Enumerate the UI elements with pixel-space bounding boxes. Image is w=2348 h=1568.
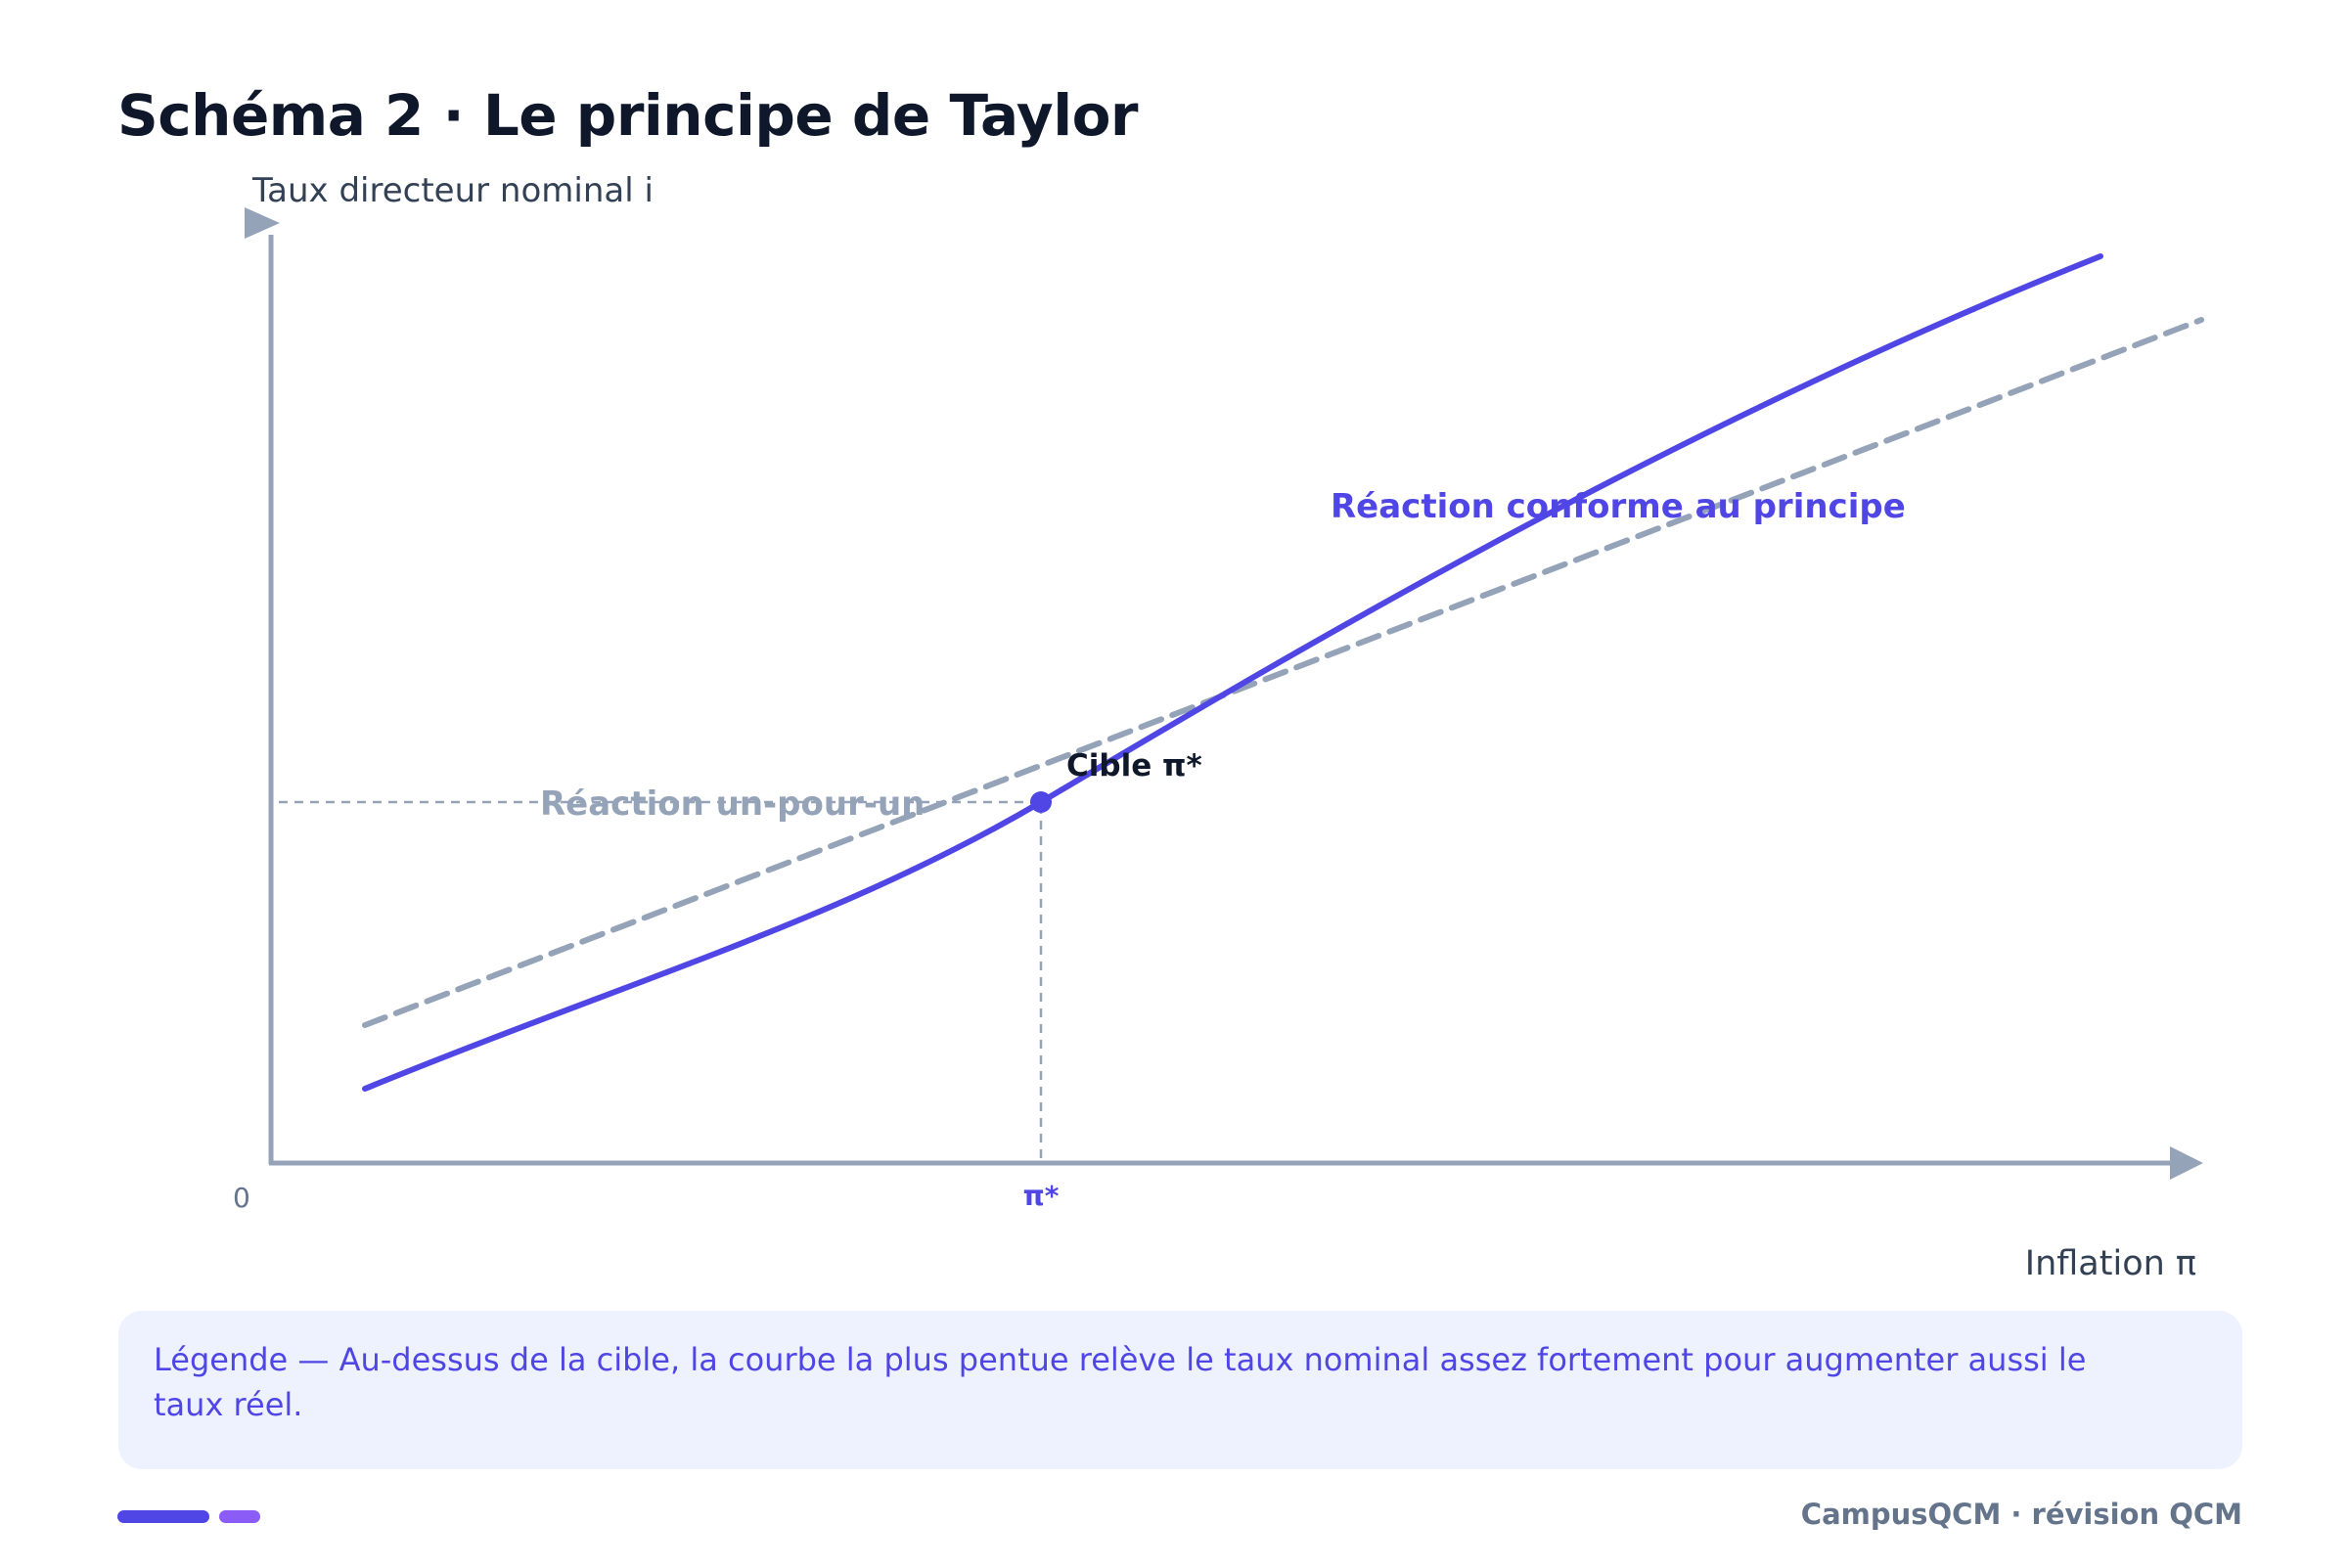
y-axis-label: Taux directeur nominal i (252, 171, 654, 210)
principle-curve-label: Réaction conforme au principe (1331, 487, 1906, 526)
progress-pill-secondary (219, 1510, 260, 1523)
one-to-one-line-label: Réaction un-pour-un (540, 784, 926, 824)
progress-pill-primary (117, 1510, 209, 1523)
page-title: Schéma 2 · Le principe de Taylor (117, 82, 1139, 149)
one-to-one-line (362, 317, 2204, 1028)
origin-label: 0 (233, 1182, 250, 1214)
target-tick-text: π* (1022, 1180, 1060, 1212)
target-point-label: Cible π* (1066, 748, 1202, 784)
y-axis-arrow (245, 207, 280, 239)
principle-curve (362, 253, 2103, 1092)
footer-brand: CampusQCM · révision QCM (1800, 1498, 2242, 1531)
legend-text: Légende — Au-dessus de la cible, la cour… (154, 1341, 2087, 1423)
x-axis-arrow (2170, 1146, 2203, 1180)
legend-box: Légende — Au-dessus de la cible, la cour… (118, 1311, 2242, 1469)
x-axis-label: Inflation π (2024, 1244, 2196, 1283)
target-point (1030, 791, 1052, 813)
